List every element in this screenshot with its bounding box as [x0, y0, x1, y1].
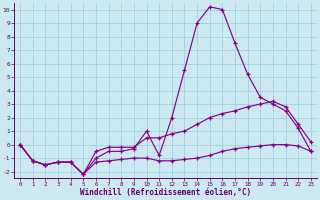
X-axis label: Windchill (Refroidissement éolien,°C): Windchill (Refroidissement éolien,°C): [80, 188, 251, 197]
